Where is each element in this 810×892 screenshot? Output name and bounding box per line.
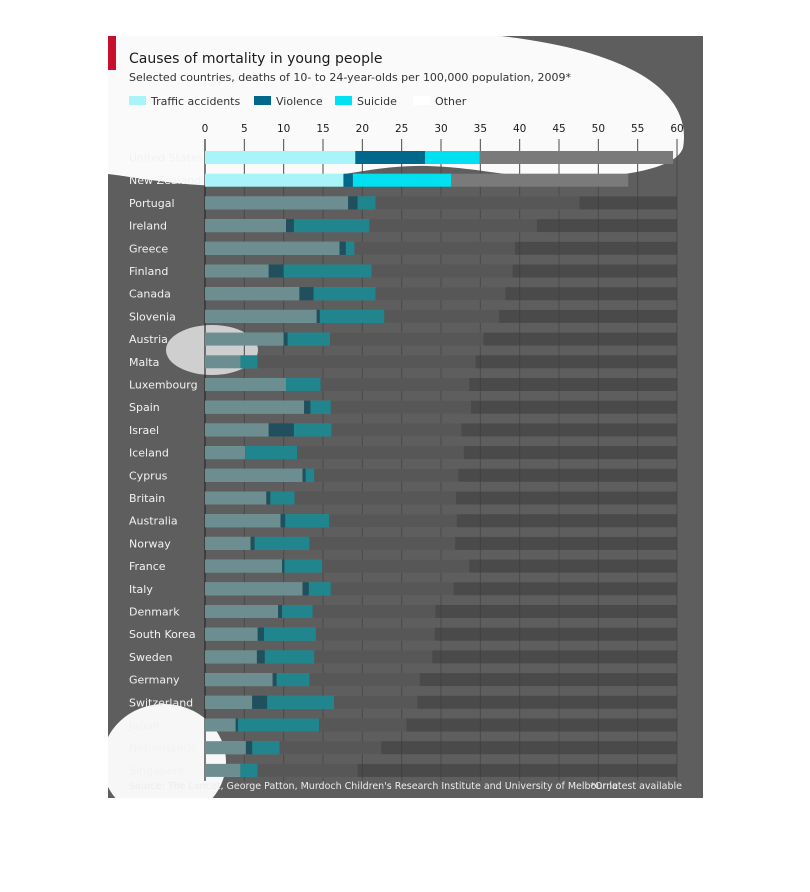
category-label-10: Luxembourg — [129, 379, 198, 392]
dim-row-10 — [205, 378, 677, 391]
dim-row-17 — [205, 536, 677, 550]
dim-row-3 — [205, 219, 677, 233]
x-axis: 0 5 10 15 20 25 30 35 40 45 50 55 60 — [202, 123, 684, 135]
x-tick-label-6: 30 — [434, 123, 447, 135]
bar-0-2 — [425, 151, 480, 164]
category-label-23: Germany — [129, 674, 180, 687]
legend-label-1: Violence — [276, 95, 323, 108]
dim-row-7 — [205, 309, 677, 323]
dim-row-25 — [205, 718, 677, 732]
source-note: Source: The Lancet, George Patton, Murdo… — [129, 781, 618, 792]
dim-row-16 — [205, 514, 677, 528]
x-tick-label-9: 45 — [552, 123, 565, 135]
category-label-6: Canada — [129, 288, 171, 301]
dim-row-8 — [205, 332, 677, 346]
dim-row-21 — [205, 627, 677, 641]
footnote: *Or latest available — [590, 781, 682, 792]
dim-row-5 — [205, 264, 677, 278]
category-label-20: Denmark — [129, 606, 180, 619]
legend-label-0: Traffic accidents — [150, 95, 240, 108]
legend-swatch-0 — [129, 96, 146, 105]
category-label-19: Italy — [129, 583, 153, 596]
x-tick-label-11: 55 — [631, 123, 644, 135]
legend-swatch-1 — [254, 96, 271, 105]
accent-bar — [108, 36, 116, 70]
category-label-24: Switzerland — [129, 696, 193, 709]
category-label-25: Japan — [128, 719, 160, 732]
category-label-3: Ireland — [129, 220, 167, 233]
bar-0-0 — [205, 151, 356, 164]
dim-row-2 — [205, 196, 677, 210]
chart-card: Causes of mortality in young people Sele… — [108, 36, 703, 798]
dim-overlay — [205, 196, 677, 777]
x-tick-label-8: 40 — [513, 123, 526, 135]
chart-svg: Causes of mortality in young people Sele… — [108, 36, 684, 798]
bar-row-0 — [205, 151, 674, 164]
dim-row-20 — [205, 605, 677, 618]
category-label-17: Norway — [129, 537, 171, 550]
x-tick-label-12: 60 — [670, 123, 683, 135]
dim-row-22 — [205, 650, 677, 664]
category-label-7: Slovenia — [129, 310, 176, 323]
dim-row-15 — [205, 491, 677, 505]
dim-row-26 — [205, 741, 677, 755]
dim-row-13 — [205, 446, 677, 460]
category-label-4: Greece — [129, 242, 168, 255]
dim-row-14 — [205, 468, 677, 482]
category-label-14: Cyprus — [129, 469, 168, 482]
legend-label-3: Other — [435, 95, 467, 108]
category-labels: United States New Zealand Portugal Ireland G… — [128, 152, 204, 778]
x-tick-label-5: 25 — [395, 123, 408, 135]
bar-1-0 — [205, 173, 344, 187]
category-label-5: Finland — [129, 265, 168, 278]
chart-title: Causes of mortality in young people — [129, 51, 382, 67]
category-label-2: Portugal — [129, 197, 175, 210]
x-tick-label-2: 10 — [277, 123, 290, 135]
bar-1-1 — [343, 173, 353, 187]
legend-label-2: Suicide — [357, 95, 397, 108]
bars — [205, 151, 677, 777]
dim-row-27 — [205, 763, 677, 777]
bar-row-1 — [205, 173, 629, 187]
category-label-22: Sweden — [129, 651, 172, 664]
category-label-18: France — [129, 560, 166, 573]
category-label-16: Australia — [129, 515, 178, 528]
category-label-0: United States — [129, 152, 204, 165]
bar-0-1 — [355, 151, 426, 164]
dim-row-6 — [205, 287, 677, 301]
x-tick-label-7: 35 — [474, 123, 487, 135]
dim-row-11 — [205, 400, 677, 414]
x-tick-label-4: 20 — [356, 123, 369, 135]
chart-subtitle: Selected countries, deaths of 10- to 24-… — [129, 71, 571, 84]
category-label-21: South Korea — [129, 628, 196, 641]
category-label-1: New Zealand — [129, 174, 201, 187]
category-label-11: Spain — [129, 401, 160, 414]
dim-row-19 — [205, 582, 677, 596]
bottom-left-highlight — [108, 704, 226, 798]
dim-row-18 — [205, 559, 677, 573]
category-label-8: Austria — [129, 333, 168, 346]
dim-row-23 — [205, 673, 677, 687]
bar-0-3 — [479, 151, 674, 164]
category-label-13: Iceland — [129, 447, 169, 460]
dim-row-12 — [205, 423, 677, 437]
x-tick-label-0: 0 — [202, 123, 209, 135]
bar-1-2 — [352, 173, 452, 187]
category-label-12: Israel — [129, 424, 159, 437]
x-tick-label-10: 50 — [592, 123, 605, 135]
legend-swatch-3 — [413, 96, 430, 105]
dim-row-24 — [205, 695, 677, 709]
dim-row-4 — [205, 241, 677, 255]
x-tick-label-3: 15 — [316, 123, 329, 135]
category-label-27: Singapore — [129, 764, 185, 777]
category-label-15: Britain — [129, 492, 165, 505]
category-label-26: Netherlands — [129, 742, 196, 755]
header-highlight — [108, 36, 684, 187]
category-label-9: Malta — [129, 356, 159, 369]
bar-1-3 — [451, 173, 629, 187]
x-tick-label-1: 5 — [241, 123, 248, 135]
legend: Traffic accidents Violence Suicide Other — [129, 95, 467, 108]
dim-row-9 — [205, 355, 677, 369]
legend-swatch-2 — [335, 96, 352, 105]
